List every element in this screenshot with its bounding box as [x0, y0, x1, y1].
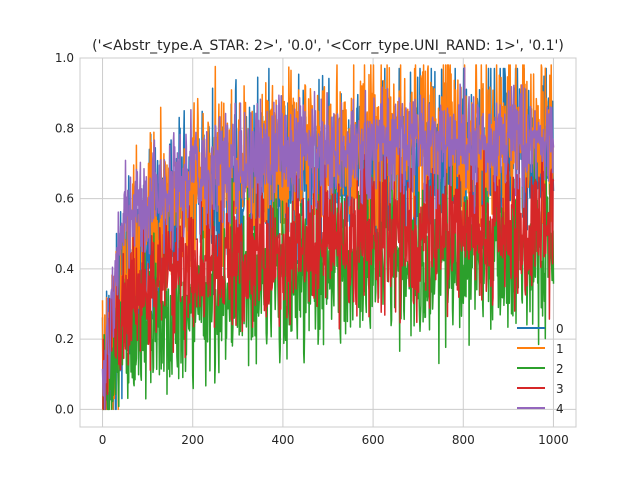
series-line-4 [101, 67, 555, 411]
x-tick-label: 1000 [538, 433, 569, 447]
x-tick-label: 600 [362, 433, 385, 447]
tick-labels: 0 200 400 600 800 1000 0.0 0.2 0.4 0.6 0.8 1.0 [55, 51, 569, 447]
series-layer [101, 64, 555, 411]
legend-label: 0 [556, 322, 564, 336]
y-tick-label: 1.0 [55, 51, 74, 65]
x-tick-label: 400 [271, 433, 294, 447]
plot-frame [79, 57, 577, 428]
chart-title: ('<Abstr_type.A_STAR: 2>', '0.0', '<Corr… [92, 38, 564, 54]
y-tick-label: 0.4 [55, 262, 74, 276]
legend-label: 1 [556, 342, 564, 356]
x-tick-label: 200 [181, 433, 204, 447]
legend-label: 2 [556, 362, 564, 376]
y-tick-label: 0.2 [55, 332, 74, 346]
legend-label: 3 [556, 382, 564, 396]
legend: 0 1 2 3 4 [517, 322, 564, 416]
legend-label: 4 [556, 402, 564, 416]
y-tick-label: 0.8 [55, 121, 74, 135]
y-tick-label: 0.0 [55, 402, 74, 416]
x-tick-label: 0 [99, 433, 107, 447]
y-tick-label: 0.6 [55, 192, 74, 206]
x-tick-label: 800 [452, 433, 475, 447]
